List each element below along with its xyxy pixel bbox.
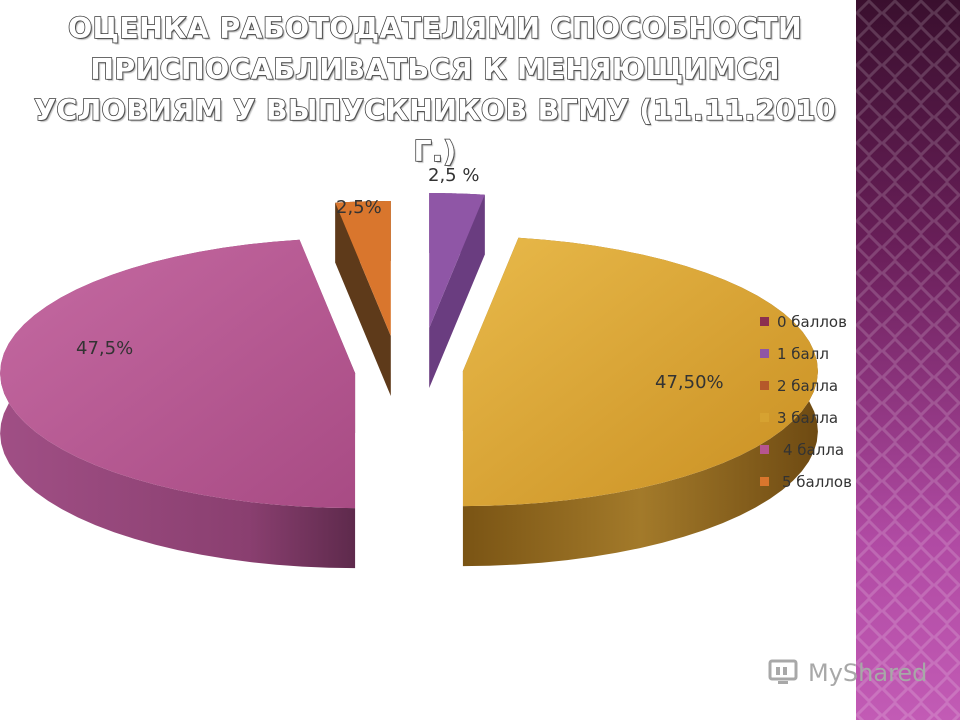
decorative-side-panel (856, 0, 960, 720)
slice-wall-b-1 (429, 194, 485, 389)
watermark-text: MyShared (808, 659, 928, 687)
pie-slice-5 (335, 201, 391, 397)
slice-top-1 (429, 193, 485, 329)
legend-label-5: 5 баллов (782, 473, 852, 491)
data-label-4: 47,5% (76, 338, 134, 359)
slice-top-4 (0, 239, 356, 509)
slide-title: ОЦЕНКА РАБОТОДАТЕЛЯМИ СПОСОБНОСТИ ПРИСПО… (33, 11, 836, 169)
legend-swatch-3 (760, 413, 769, 422)
pie-chart (0, 193, 818, 569)
slice-top-5 (335, 201, 391, 337)
legend-swatch-4 (760, 445, 769, 454)
legend-label-1: 1 балл (777, 345, 829, 363)
legend-swatch-1 (760, 349, 769, 358)
legend-label-0: 0 баллов (777, 313, 847, 331)
monitor-icon (768, 659, 798, 684)
legend-swatch-5 (760, 477, 769, 486)
legend-label-2: 2 балла (777, 377, 839, 395)
legend-swatch-2 (760, 381, 769, 390)
pie-slice-3 (462, 237, 818, 567)
pie-slice-4 (0, 239, 356, 569)
diamond-pattern (856, 0, 960, 720)
legend-label-3: 3 балла (777, 409, 839, 427)
data-label-1: 2,5 % (428, 165, 480, 186)
legend-label-4: 4 балла (783, 441, 845, 459)
legend-swatch-0 (760, 317, 769, 326)
slice-wall-a-5 (335, 202, 391, 397)
slice-top-3 (462, 237, 818, 507)
data-label-3: 47,50% (655, 372, 724, 393)
pie-slice-1 (429, 193, 485, 389)
data-label-5: 2,5% (336, 197, 382, 218)
